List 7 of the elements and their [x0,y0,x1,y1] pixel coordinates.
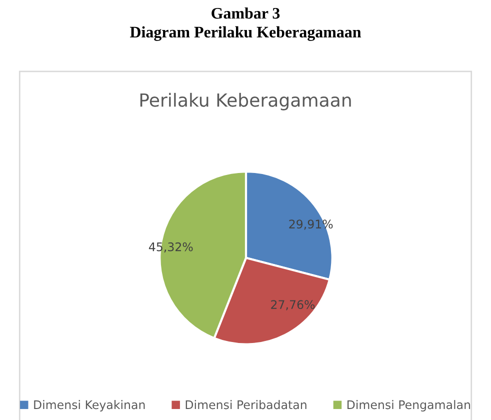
text: Diagram Perilaku Keberagamaan [130,26,362,41]
legend-label: Dimensi Pengamalan [347,400,470,412]
data-label: 27,76% [271,300,315,310]
legend-label: Dimensi Peribadatan [186,400,306,410]
text: Gambar 3 [212,7,280,19]
legend-label: Dimensi Keyakinan [34,400,145,412]
chart-title: Perilaku Keberagamaan [140,92,351,110]
